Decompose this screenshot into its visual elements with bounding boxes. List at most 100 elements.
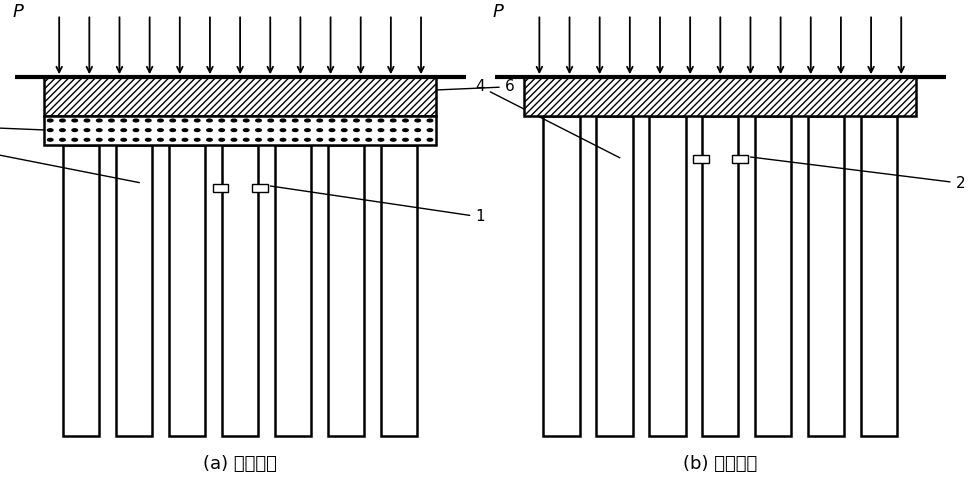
Circle shape [170, 129, 175, 132]
Text: $P$: $P$ [492, 3, 505, 21]
Circle shape [47, 119, 53, 122]
Bar [596, 116, 633, 436]
Circle shape [47, 138, 53, 141]
Circle shape [341, 119, 347, 122]
Bar [693, 155, 709, 163]
Bar [524, 77, 916, 116]
Circle shape [243, 119, 249, 122]
Text: 5: 5 [0, 120, 46, 135]
Circle shape [366, 129, 371, 132]
Text: 1: 1 [270, 186, 485, 225]
Circle shape [341, 138, 347, 141]
Circle shape [427, 119, 433, 122]
Circle shape [182, 129, 188, 132]
Circle shape [158, 138, 164, 141]
Circle shape [378, 129, 384, 132]
Circle shape [366, 138, 371, 141]
Bar [63, 145, 100, 436]
Circle shape [145, 119, 151, 122]
Circle shape [84, 119, 90, 122]
Circle shape [207, 138, 213, 141]
Circle shape [158, 119, 164, 122]
Circle shape [403, 119, 409, 122]
Circle shape [305, 138, 311, 141]
Circle shape [145, 138, 151, 141]
Circle shape [194, 119, 200, 122]
Circle shape [219, 138, 224, 141]
Circle shape [133, 138, 139, 141]
Circle shape [121, 138, 126, 141]
Circle shape [60, 129, 66, 132]
Bar [44, 116, 436, 145]
Bar [44, 77, 436, 116]
Circle shape [415, 119, 420, 122]
Circle shape [60, 138, 66, 141]
Circle shape [292, 138, 298, 141]
Circle shape [231, 119, 237, 122]
Circle shape [366, 119, 371, 122]
Bar [213, 184, 228, 192]
Circle shape [96, 119, 102, 122]
Circle shape [317, 129, 322, 132]
Bar [380, 145, 417, 436]
Bar [221, 145, 259, 436]
Circle shape [390, 138, 396, 141]
Bar [117, 145, 153, 436]
Text: (b) 不设垫层: (b) 不设垫层 [683, 455, 758, 473]
Circle shape [60, 119, 66, 122]
Text: 4: 4 [475, 79, 619, 158]
Circle shape [390, 119, 396, 122]
Circle shape [317, 119, 322, 122]
Circle shape [182, 138, 188, 141]
Circle shape [403, 129, 409, 132]
Circle shape [72, 129, 77, 132]
Circle shape [109, 138, 115, 141]
Bar [649, 116, 685, 436]
Circle shape [390, 129, 396, 132]
Circle shape [121, 129, 126, 132]
Circle shape [280, 129, 286, 132]
Circle shape [329, 129, 335, 132]
Circle shape [72, 119, 77, 122]
Text: (a) 设置垫层: (a) 设置垫层 [203, 455, 277, 473]
Bar [808, 116, 845, 436]
Circle shape [354, 138, 360, 141]
Circle shape [243, 129, 249, 132]
Circle shape [133, 119, 139, 122]
Circle shape [219, 129, 224, 132]
Bar [524, 77, 916, 116]
Circle shape [305, 119, 311, 122]
Circle shape [268, 138, 273, 141]
Circle shape [341, 129, 347, 132]
Bar [702, 116, 739, 436]
Circle shape [292, 129, 298, 132]
Text: 2: 2 [751, 157, 965, 191]
Bar [756, 116, 792, 436]
Circle shape [427, 129, 433, 132]
Circle shape [47, 129, 53, 132]
Circle shape [329, 119, 335, 122]
Circle shape [133, 129, 139, 132]
Circle shape [427, 138, 433, 141]
Circle shape [84, 138, 90, 141]
Circle shape [378, 119, 384, 122]
Bar [170, 145, 206, 436]
Circle shape [194, 138, 200, 141]
Circle shape [84, 129, 90, 132]
Bar [543, 116, 580, 436]
Bar [274, 145, 311, 436]
Circle shape [292, 119, 298, 122]
Circle shape [354, 119, 360, 122]
Bar [44, 77, 436, 116]
Circle shape [280, 119, 286, 122]
Circle shape [72, 138, 77, 141]
Circle shape [403, 138, 409, 141]
Circle shape [207, 119, 213, 122]
Circle shape [194, 129, 200, 132]
Circle shape [231, 138, 237, 141]
Text: 3: 3 [0, 142, 139, 183]
Circle shape [317, 138, 322, 141]
Bar [861, 116, 898, 436]
Circle shape [145, 129, 151, 132]
Circle shape [121, 119, 126, 122]
